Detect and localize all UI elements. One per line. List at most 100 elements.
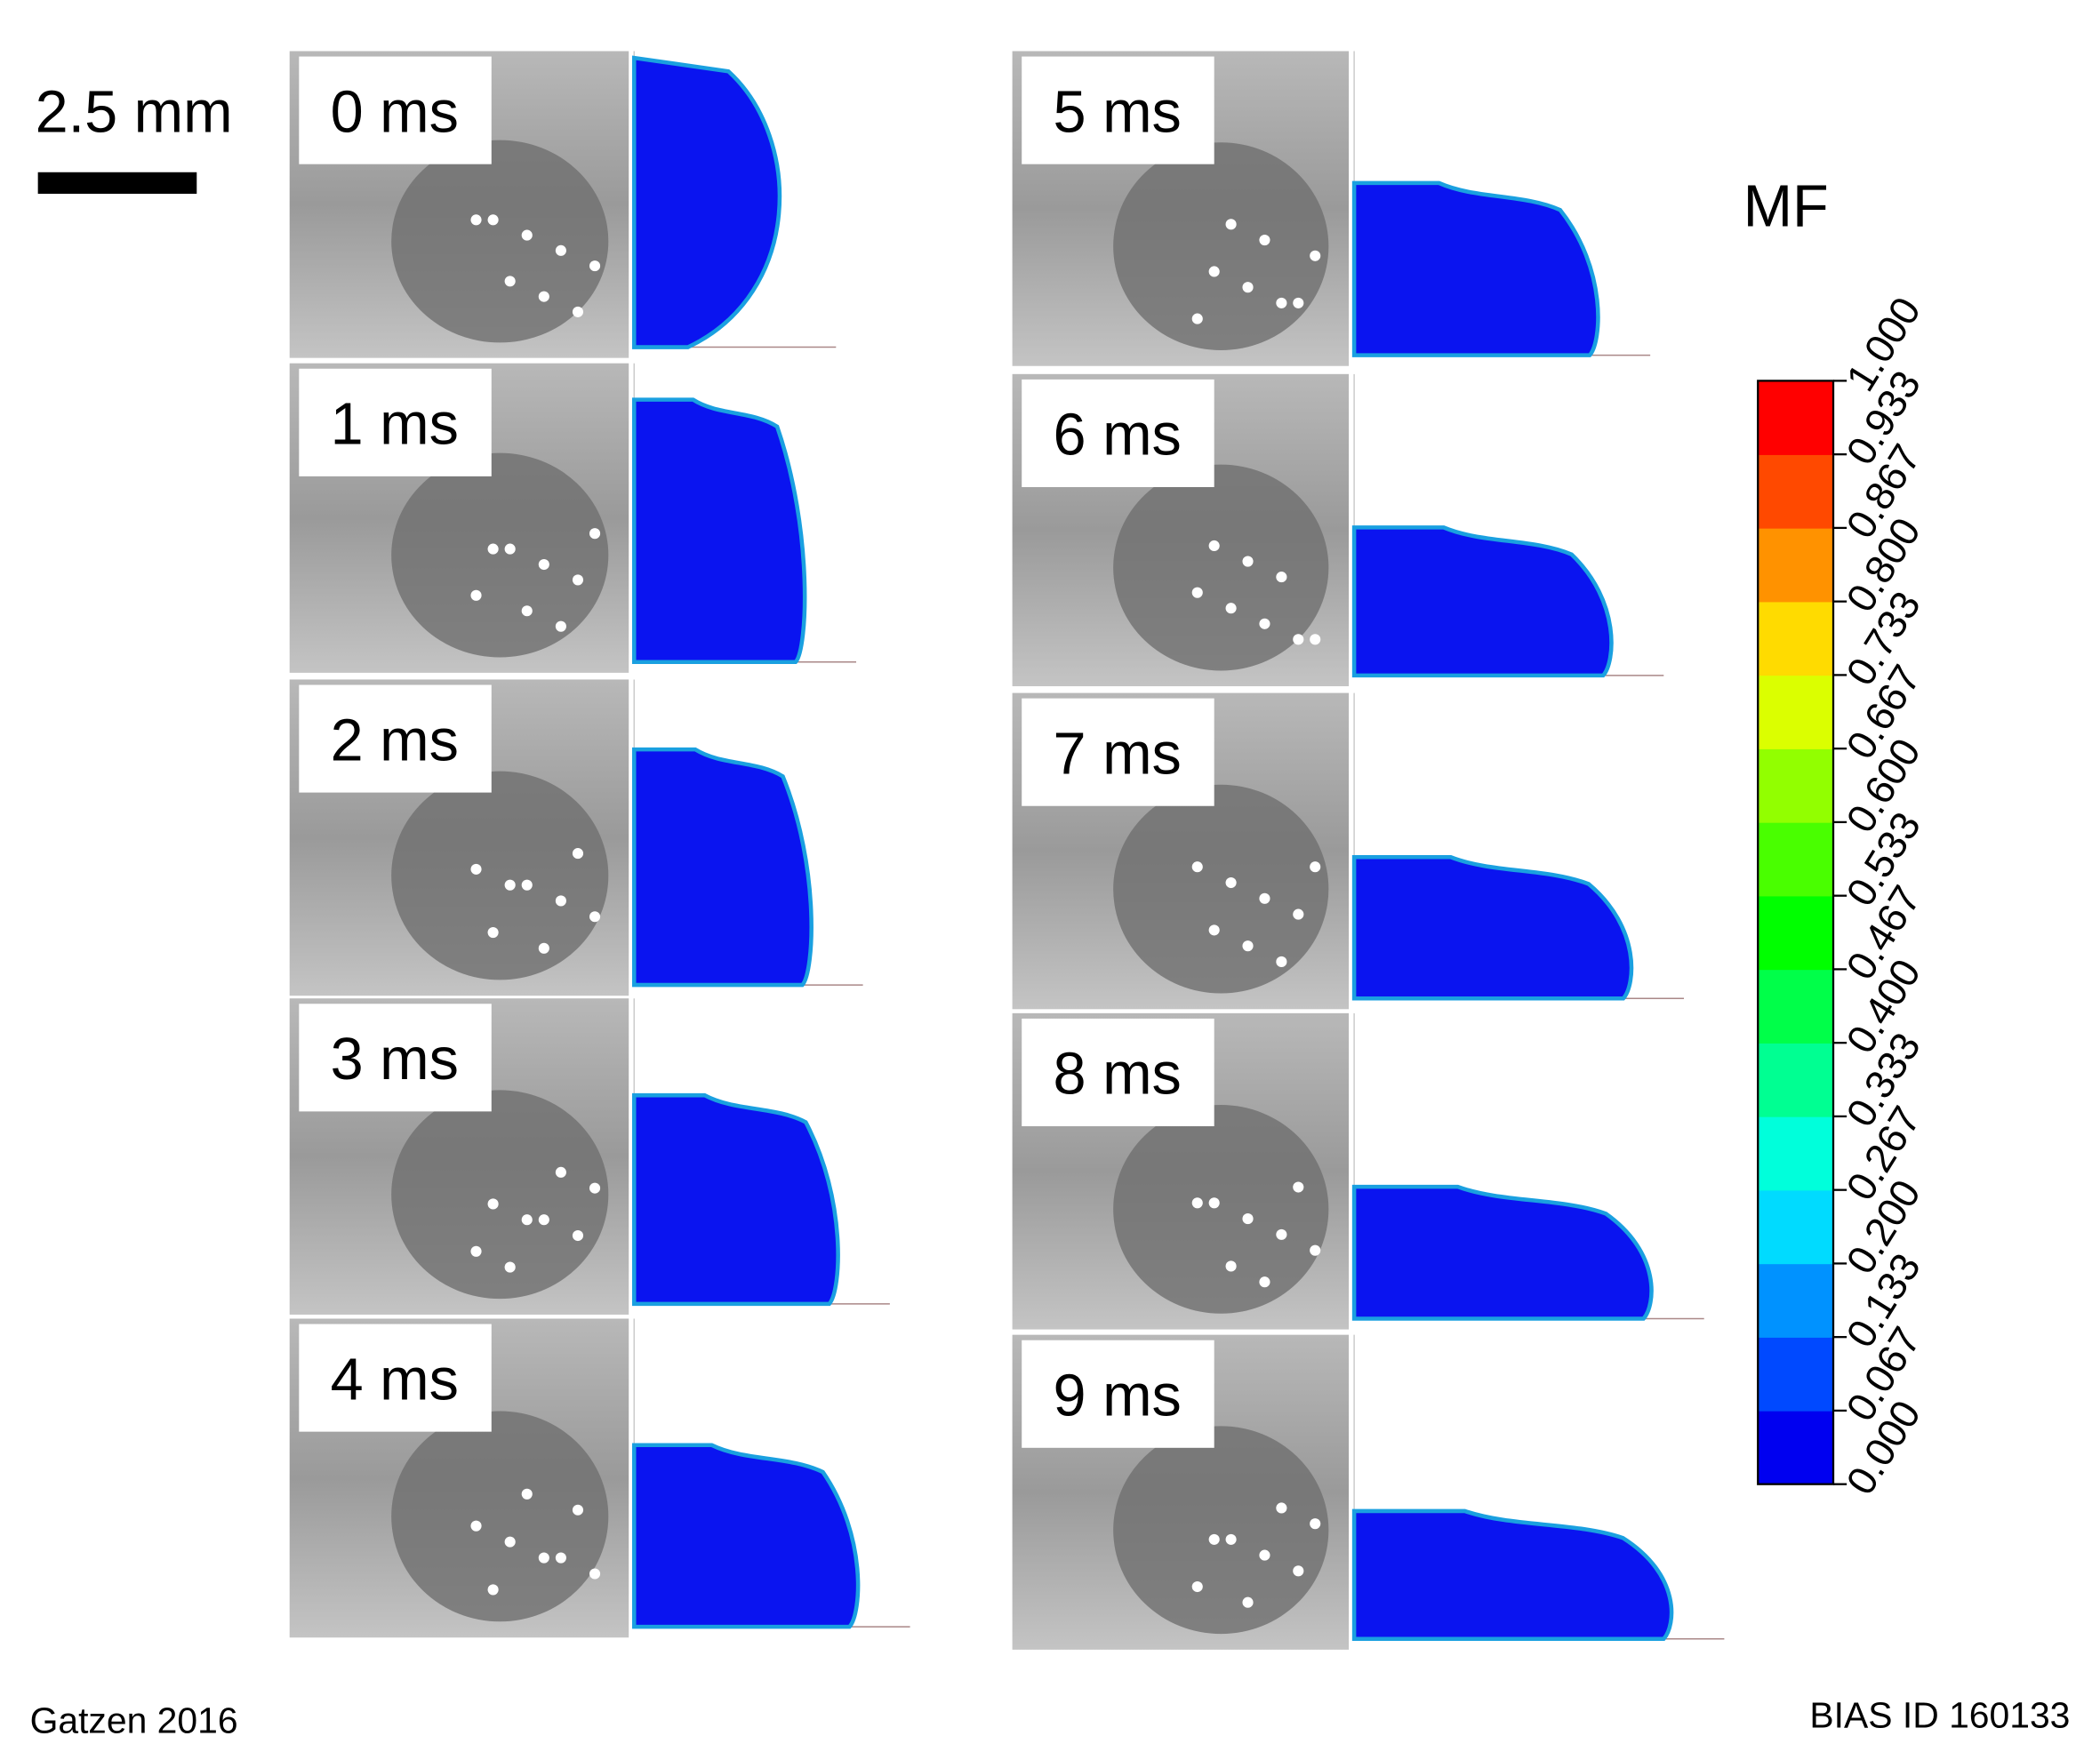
spark: [1242, 940, 1254, 952]
frame: 9 ms: [1012, 1334, 1725, 1650]
melt-blob: [391, 140, 609, 343]
spark: [538, 1214, 549, 1226]
time-box: [299, 368, 492, 476]
colorbar-band: [1758, 1116, 1834, 1191]
spark: [504, 276, 516, 287]
spark: [470, 1245, 482, 1257]
spark: [487, 543, 499, 555]
scale-bar: [37, 172, 197, 194]
time-label: 6 ms: [1054, 403, 1182, 468]
spark: [538, 291, 549, 302]
spark: [1276, 572, 1287, 583]
melt-blob: [391, 1411, 609, 1622]
time-label: 4 ms: [331, 1347, 459, 1412]
melt-blob: [1113, 464, 1329, 671]
time-label: 7 ms: [1054, 721, 1182, 787]
spark: [1293, 1565, 1304, 1577]
spark: [1310, 1518, 1321, 1530]
spark: [538, 942, 549, 954]
spark: [1225, 1533, 1237, 1545]
colorbar-frame: [1757, 380, 1835, 1485]
simulated-droplet: [1351, 1508, 1674, 1642]
frame: 5 ms: [1012, 51, 1651, 366]
spark: [572, 306, 584, 317]
spark: [572, 848, 584, 860]
spark: [1242, 1596, 1254, 1608]
spark: [521, 229, 533, 241]
melt-blob: [1113, 1426, 1329, 1635]
spark: [487, 1584, 499, 1596]
spark: [1242, 556, 1254, 567]
simulated-droplet: [631, 1443, 861, 1629]
spark: [521, 879, 533, 891]
simulated-droplet: [1351, 180, 1600, 357]
simulated-droplet: [1351, 854, 1634, 1001]
colorbar-band: [1758, 1410, 1834, 1485]
spark: [555, 1166, 566, 1178]
spark: [555, 895, 566, 907]
spark: [1259, 618, 1270, 629]
spark: [1208, 924, 1220, 936]
colorbar-band: [1758, 454, 1834, 529]
spark: [1225, 876, 1237, 889]
spark: [1225, 603, 1237, 614]
melt-blob: [1113, 1105, 1329, 1314]
time-box: [1022, 698, 1214, 806]
colorbar-band: [1758, 1043, 1834, 1117]
spark: [572, 574, 584, 586]
time-label: 1 ms: [331, 392, 459, 458]
frame: 1 ms: [289, 363, 857, 673]
spark: [1276, 1228, 1287, 1240]
simulated-droplet: [631, 397, 807, 665]
spark: [487, 1198, 499, 1210]
spark: [589, 528, 601, 540]
spark: [470, 863, 482, 875]
simulated-droplet: [1351, 1184, 1654, 1321]
spark: [1191, 1197, 1203, 1209]
spark: [555, 1552, 566, 1564]
spark: [1225, 1260, 1237, 1272]
spark: [504, 1536, 516, 1548]
spark: [470, 214, 482, 226]
spark: [1208, 1533, 1220, 1545]
spark: [555, 244, 566, 256]
time-box: [299, 684, 492, 793]
spark: [1191, 861, 1203, 873]
footer-left: Gatzen 2016: [30, 1700, 238, 1741]
melt-blob: [1113, 784, 1329, 994]
time-box: [299, 1004, 492, 1112]
simulated-droplet: [1351, 525, 1614, 678]
melt-blob: [1113, 142, 1329, 351]
frame: 6 ms: [1012, 373, 1664, 687]
spark: [504, 879, 516, 891]
time-box: [299, 1324, 492, 1432]
spark: [1191, 1580, 1203, 1593]
frame: 2 ms: [289, 679, 863, 996]
footer-right: BIAS ID 160133: [1809, 1695, 2070, 1736]
spark: [504, 543, 516, 555]
spark: [1259, 1276, 1270, 1288]
spark: [1310, 1244, 1321, 1256]
time-box: [1022, 1018, 1214, 1127]
spark: [572, 1229, 584, 1242]
spark: [589, 1182, 601, 1194]
colorbar-band: [1758, 895, 1834, 971]
time-box: [1022, 379, 1214, 487]
time-box: [1022, 56, 1214, 164]
simulated-droplet: [631, 747, 814, 988]
spark: [555, 620, 566, 632]
spark: [538, 558, 549, 571]
spark: [572, 1504, 584, 1516]
spark: [1242, 282, 1254, 293]
spark: [487, 214, 499, 226]
spark: [1191, 587, 1203, 598]
spark: [1208, 266, 1220, 277]
time-label: 9 ms: [1054, 1363, 1182, 1428]
spark: [1310, 861, 1321, 873]
colorbar-band: [1758, 527, 1834, 603]
simulated-droplet: [631, 1092, 840, 1307]
spark: [521, 1488, 533, 1500]
time-label: 0 ms: [331, 79, 459, 145]
